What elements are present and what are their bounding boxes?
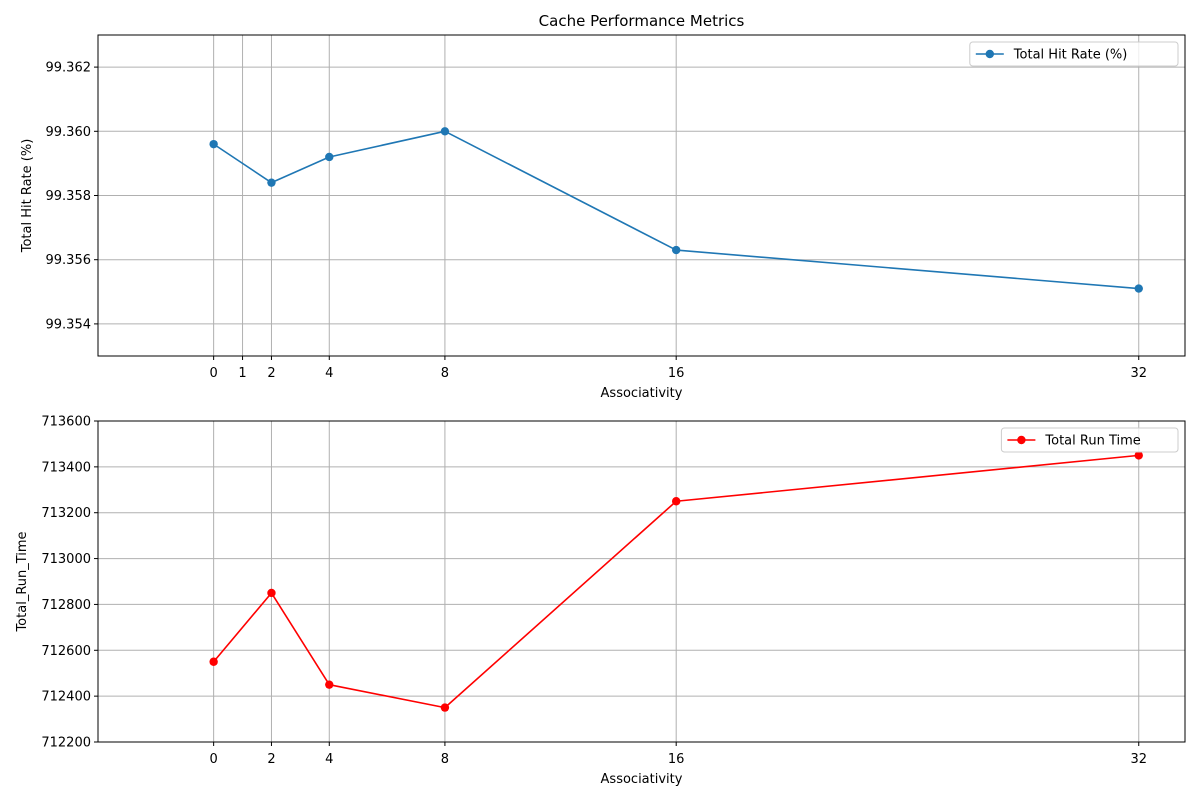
x-axis-label: Associativity xyxy=(601,386,683,401)
y-tick-label: 712800 xyxy=(41,598,91,613)
y-tick-label: 99.356 xyxy=(46,253,92,268)
y-tick-label: 99.360 xyxy=(46,125,92,140)
series-line xyxy=(213,130,1139,290)
data-point xyxy=(671,245,681,255)
y-axis-label: Total Hit Rate (%) xyxy=(20,139,35,254)
data-point xyxy=(209,657,218,666)
legend: Total Run Time xyxy=(1000,427,1179,453)
data-point xyxy=(440,703,450,712)
data-point xyxy=(325,152,334,162)
axes-frame xyxy=(97,420,1186,743)
x-tick-label: 1 xyxy=(238,366,246,381)
y-tick-label: 99.354 xyxy=(46,317,92,332)
x-tick-label: 2 xyxy=(267,366,275,381)
x-tick-label: 4 xyxy=(325,752,333,767)
y-tick-label: 99.362 xyxy=(46,61,92,76)
x-tick-label: 4 xyxy=(325,366,333,381)
x-axis-label: Associativity xyxy=(601,772,683,787)
data-point xyxy=(1134,284,1143,293)
legend: Total Hit Rate (%) xyxy=(969,41,1179,67)
chart-panel-2: 0 2 4 8 16 32 712200 712400 712600 712800 713000 71… xyxy=(15,415,1186,787)
y-tick-label: 712600 xyxy=(41,644,91,659)
plot-area xyxy=(98,421,1185,742)
legend-marker xyxy=(985,49,994,59)
y-tick-label: 712400 xyxy=(41,690,91,705)
data-point xyxy=(267,588,276,598)
data-point xyxy=(440,127,450,136)
legend-label: Total Run Time xyxy=(1044,434,1140,449)
data-point xyxy=(671,497,681,506)
y-tick-label: 713400 xyxy=(41,460,91,475)
data-point xyxy=(1134,451,1143,460)
x-tick-label: 0 xyxy=(209,366,217,381)
y-tick-label: 713200 xyxy=(41,506,91,521)
legend-label: Total Hit Rate (%) xyxy=(1013,48,1128,63)
y-tick-label: 713600 xyxy=(41,415,91,430)
x-tick-label: 16 xyxy=(668,752,685,767)
legend-marker xyxy=(1017,435,1026,445)
legend-box xyxy=(969,41,1179,67)
x-tick-label: 32 xyxy=(1130,752,1147,767)
chart-title: Cache Performance Metrics xyxy=(539,12,745,30)
legend-box xyxy=(1000,427,1179,453)
x-tick-label: 32 xyxy=(1130,366,1147,381)
data-point xyxy=(325,680,334,689)
series-line xyxy=(213,454,1139,709)
y-tick-label: 99.358 xyxy=(46,189,92,204)
x-tick-label: 8 xyxy=(441,752,449,767)
data-point xyxy=(267,178,276,187)
y-tick-label: 713000 xyxy=(41,552,91,567)
chart-panel-1: 0 1 2 4 8 16 32 99.354 99.356 99.358 99.360 99.362 A… xyxy=(20,12,1186,401)
x-tick-label: 16 xyxy=(668,366,685,381)
x-tick-label: 8 xyxy=(441,366,449,381)
x-tick-label: 2 xyxy=(267,752,275,767)
y-tick-label: 712200 xyxy=(41,736,91,751)
y-axis-label: Total_Run_Time xyxy=(15,531,30,632)
x-tick-label: 0 xyxy=(209,752,217,767)
data-point xyxy=(209,139,218,149)
